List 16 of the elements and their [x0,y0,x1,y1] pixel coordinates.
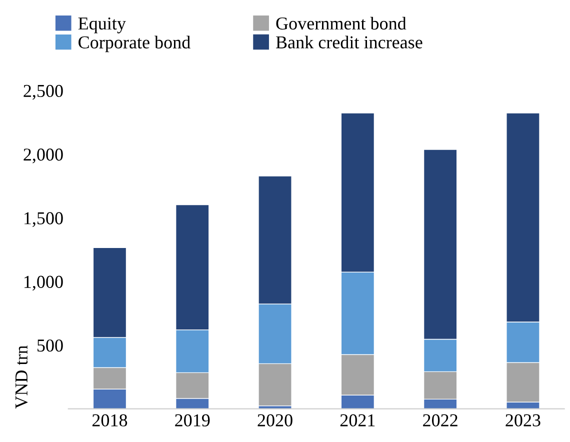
x-tick-label: 2019 [175,414,210,426]
y-tick-label: 2,000 [24,148,63,164]
y-tick-label: 1,500 [24,212,63,227]
y-tick-label: 1,000 [24,276,63,291]
legend-label: Government bond [276,16,406,30]
legend-label: Bank credit increase [276,36,422,48]
x-tick-label: 2022 [423,414,458,426]
y-axis-title: VND trn [16,345,28,409]
x-tick-label: 2023 [506,414,540,426]
y-tick-label: 500 [38,339,63,352]
x-tick-label: 2020 [258,414,292,426]
y-tick-label: 2,500 [24,84,63,100]
legend-label: Corporate bond [78,36,190,52]
x-tick-label: 2021 [340,414,375,426]
x-tick-label: 2018 [92,414,128,426]
legend-label: Equity [78,17,126,34]
